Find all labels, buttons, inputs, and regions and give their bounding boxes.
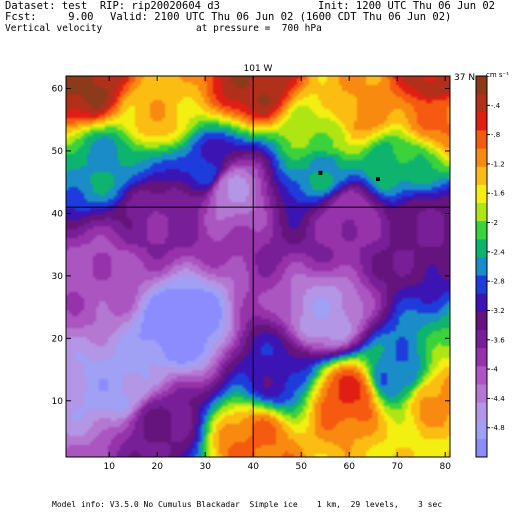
colorbar-tick-label: -2	[491, 219, 498, 227]
y-tick-label: 40	[52, 209, 64, 219]
dataset-text: Dataset: test RIP: rip20020604 d3	[5, 0, 220, 12]
x-tick-label: 10	[103, 462, 115, 472]
x-tick-label: 70	[391, 462, 403, 472]
colorbar-tick-label: -3.2	[491, 307, 505, 315]
x-tick-label: 60	[343, 462, 355, 472]
colorbar-swatch	[476, 184, 487, 204]
colorbar-tick-label: -1.6	[491, 190, 505, 198]
pressure-text: at pressure = 700 hPa	[196, 23, 322, 34]
model-info: Model info: V3.5.0 No Cumulus Blackadar …	[52, 500, 443, 509]
valid-text: Valid: 2100 UTC Thu 06 Jun 02 (1600 CDT …	[110, 11, 452, 23]
colorbar-swatch	[476, 330, 487, 349]
colorbar-swatch	[476, 366, 487, 385]
fcst-text: Fcst: 9.00	[5, 11, 94, 23]
field-name: Vertical velocity	[5, 23, 103, 34]
x-tick-label: 40	[247, 462, 259, 472]
colorbar-frame	[475, 75, 488, 458]
colorbar-swatch	[476, 257, 487, 277]
colorbar-swatch	[476, 275, 487, 295]
x-tick-label: 80	[439, 462, 451, 472]
colorbar-swatch	[476, 384, 487, 404]
colorbar-tick-label: -1.2	[491, 160, 505, 168]
colorbar-tick-label: -2.8	[491, 278, 505, 286]
colorbar-swatch	[476, 130, 487, 150]
colorbar-swatch	[476, 76, 487, 95]
colorbar-swatch	[476, 402, 487, 422]
colorbar-unit: cm s⁻¹	[486, 71, 509, 79]
plot-frame	[65, 75, 451, 458]
top-line-label: 101 W	[244, 64, 273, 74]
colorbar-tick-label: -4.8	[491, 424, 505, 432]
colorbar-swatch	[476, 166, 487, 186]
colorbar-swatch	[476, 293, 487, 313]
colorbar-tick-label: -3.6	[491, 336, 505, 344]
y-tick-label: 50	[52, 147, 64, 157]
colorbar-swatch	[476, 348, 487, 367]
colorbar-swatch	[476, 112, 487, 131]
right-line-label: 37 N	[454, 73, 475, 83]
colorbar-swatch	[476, 420, 487, 440]
colorbar-tick-label: -.8	[491, 131, 500, 139]
colorbar-swatch	[476, 203, 487, 222]
colorbar-swatch	[476, 239, 487, 258]
field-heatmap	[66, 76, 450, 457]
point-marker	[318, 170, 323, 175]
colorbar-tick-label: -4	[491, 366, 499, 374]
colorbar-swatch	[476, 221, 487, 240]
y-tick-label: 60	[52, 84, 64, 94]
colorbar-tick-label: -4.4	[491, 395, 505, 403]
x-tick-label: 20	[151, 462, 163, 472]
colorbar-tick-label: -2.4	[491, 248, 505, 256]
colorbar-swatch	[476, 438, 487, 458]
y-tick-label: 10	[52, 397, 64, 407]
x-tick-label: 50	[295, 462, 307, 472]
y-tick-label: 30	[52, 272, 64, 282]
point-marker	[376, 177, 380, 182]
colorbar-swatch	[476, 311, 487, 331]
colorbar-swatch	[476, 94, 487, 113]
x-tick-label: 30	[199, 462, 211, 472]
colorbar	[476, 76, 487, 458]
colorbar-swatch	[476, 148, 487, 168]
colorbar-tick-label: -.4	[491, 102, 501, 110]
init-text: Init: 1200 UTC Thu 06 Jun 02	[318, 0, 496, 12]
y-tick-label: 20	[52, 334, 64, 344]
